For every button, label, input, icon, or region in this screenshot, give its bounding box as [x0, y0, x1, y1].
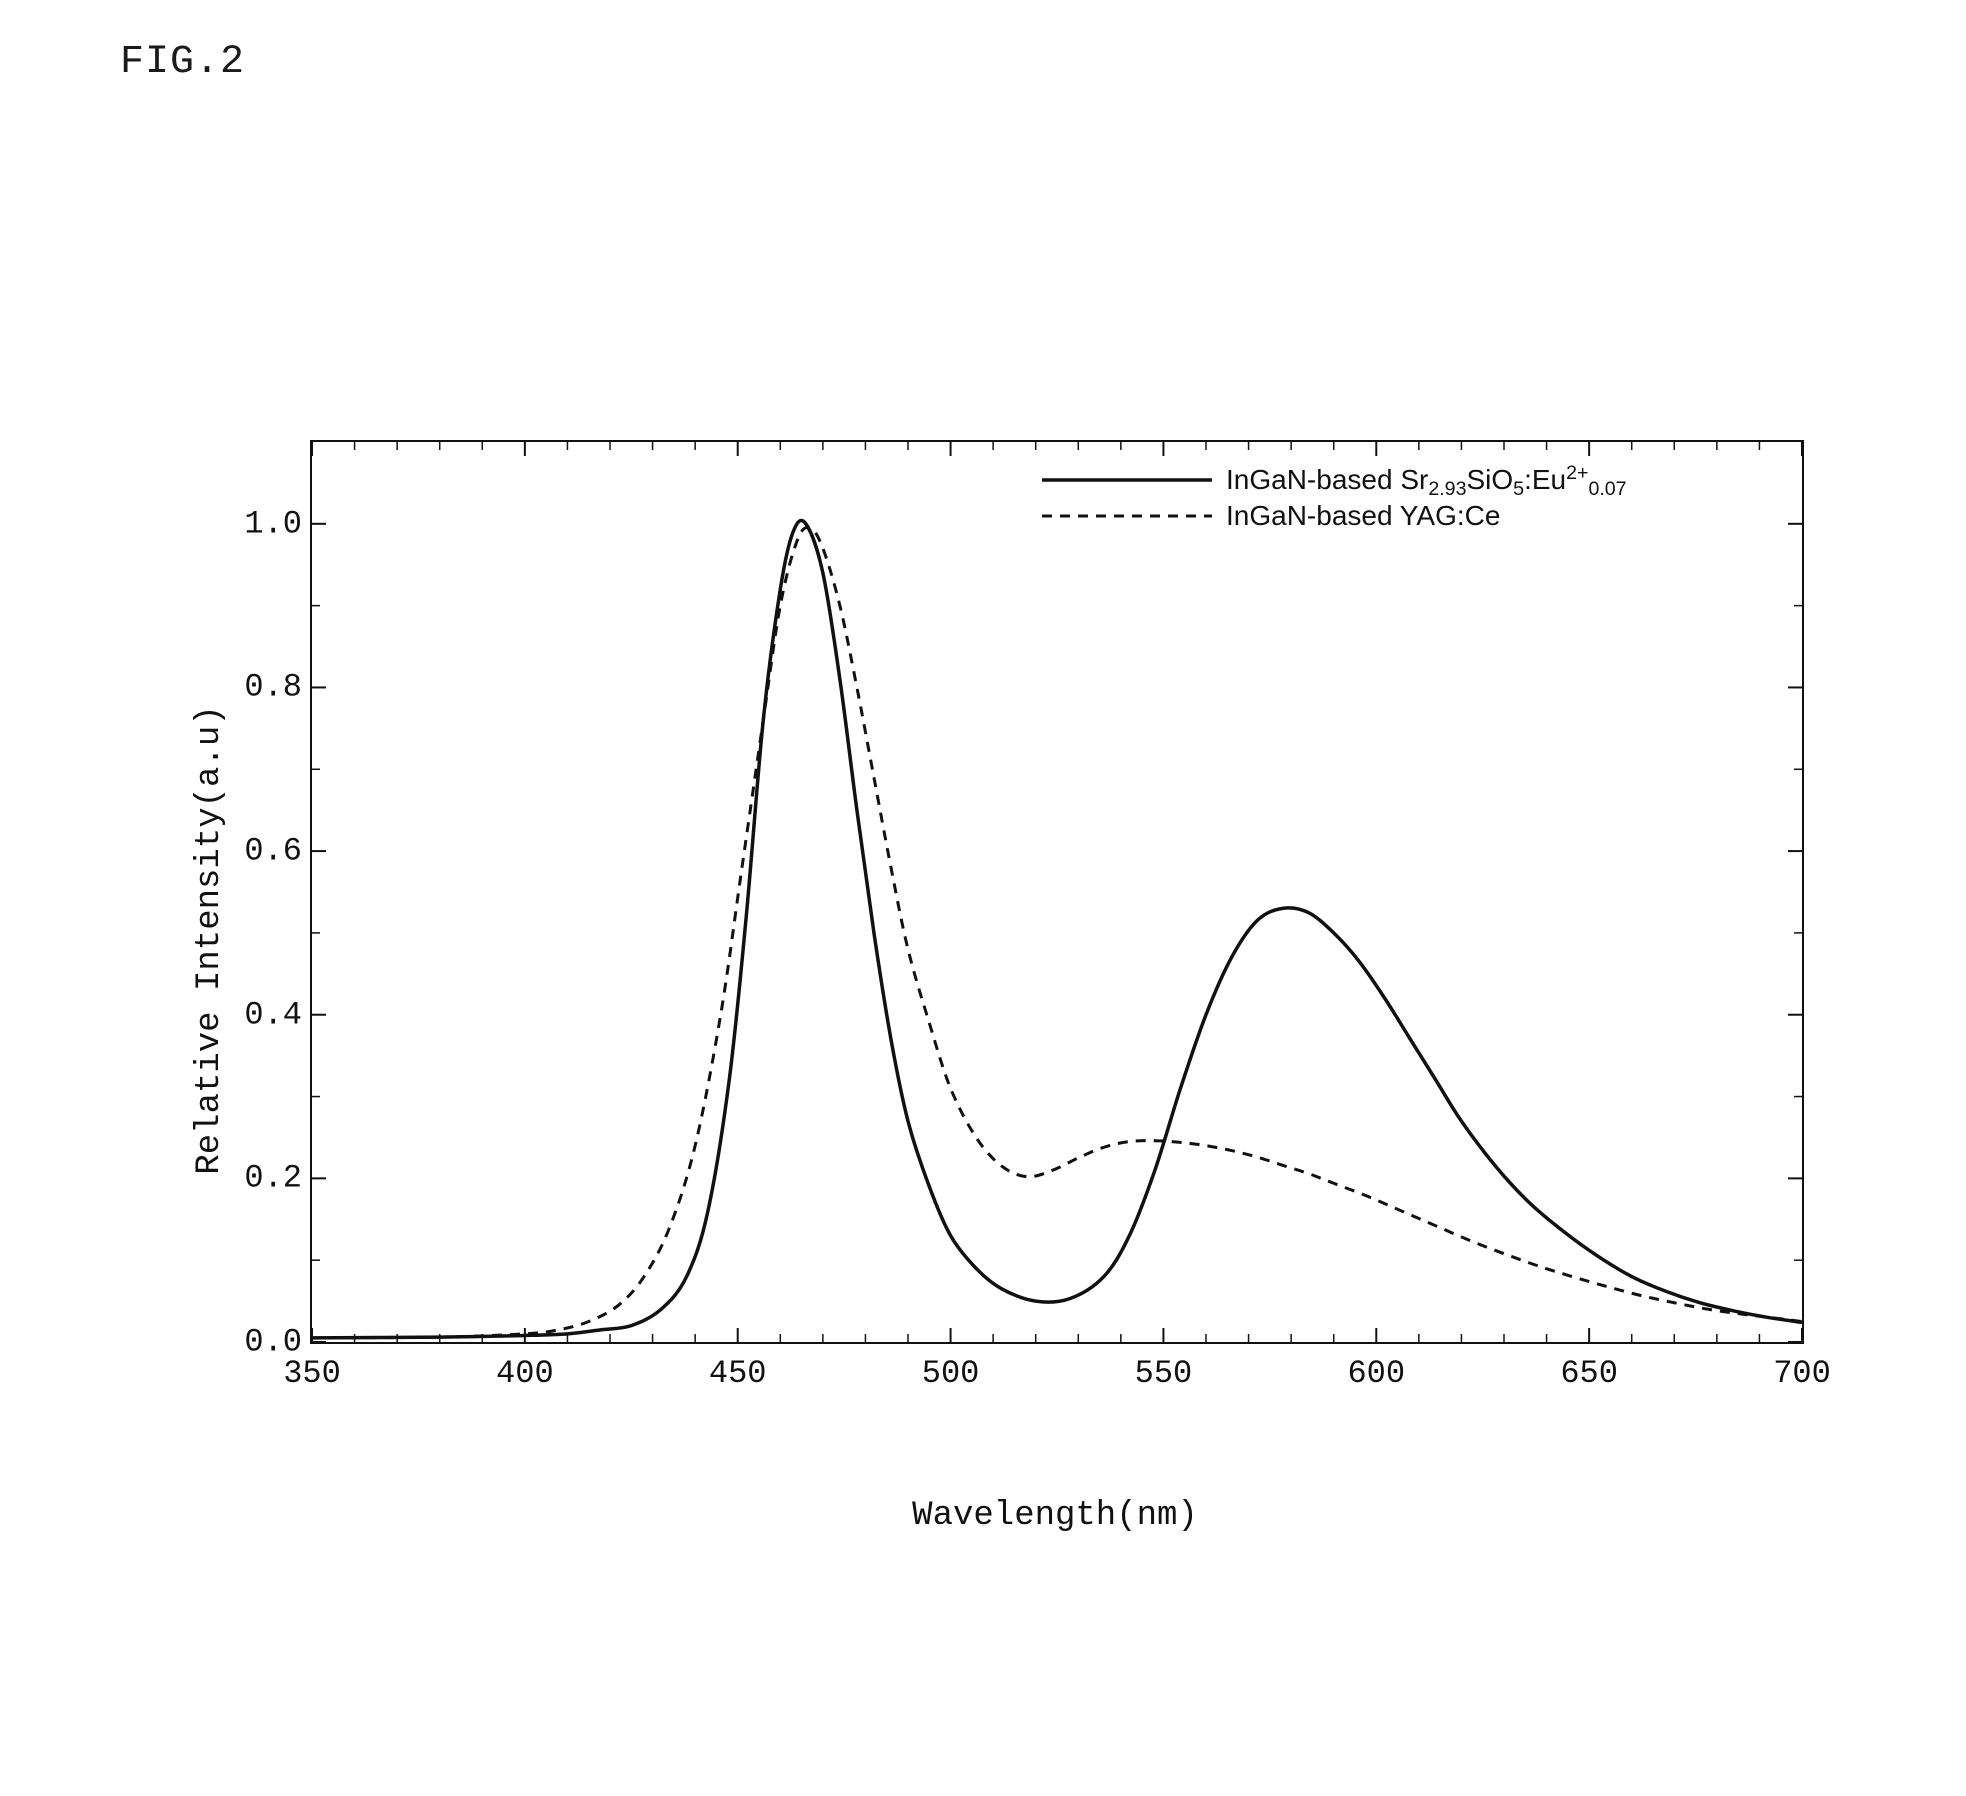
series-line	[312, 520, 1802, 1337]
y-tick-label: 0.6	[222, 833, 302, 870]
x-tick-label: 550	[1135, 1355, 1193, 1392]
legend-label: InGaN-based Sr2.93SiO5:Eu2+0.07	[1226, 464, 1627, 495]
x-tick-label: 450	[709, 1355, 767, 1392]
legend-entry: InGaN-based Sr2.93SiO5:Eu2+0.07	[1042, 464, 1627, 496]
series-line	[312, 527, 1802, 1337]
legend: InGaN-based Sr2.93SiO5:Eu2+0.07 InGaN-bas…	[1042, 460, 1627, 537]
chart-container: Relative Intensity(a.u) InGaN-based Sr2.…	[200, 440, 1800, 1440]
x-tick-label: 500	[922, 1355, 980, 1392]
y-tick-label: 0.4	[222, 996, 302, 1033]
x-tick-label: 700	[1773, 1355, 1831, 1392]
y-tick-label: 0.8	[222, 669, 302, 706]
legend-label: InGaN-based YAG:Ce	[1226, 500, 1500, 531]
y-axis-label: Relative Intensity(a.u)	[191, 705, 229, 1174]
legend-entry: InGaN-based YAG:Ce	[1042, 500, 1627, 532]
x-tick-label: 350	[283, 1355, 341, 1392]
y-tick-label: 1.0	[222, 505, 302, 542]
y-tick-label: 0.2	[222, 1160, 302, 1197]
x-axis-label: Wavelength(nm)	[912, 1497, 1198, 1535]
x-tick-label: 600	[1347, 1355, 1405, 1392]
plot-area: InGaN-based Sr2.93SiO5:Eu2+0.07 InGaN-bas…	[310, 440, 1804, 1344]
x-tick-label: 400	[496, 1355, 554, 1392]
chart-svg	[312, 442, 1802, 1342]
y-tick-label: 0.0	[222, 1324, 302, 1361]
x-tick-label: 650	[1560, 1355, 1618, 1392]
figure-label: FIG.2	[120, 40, 245, 85]
